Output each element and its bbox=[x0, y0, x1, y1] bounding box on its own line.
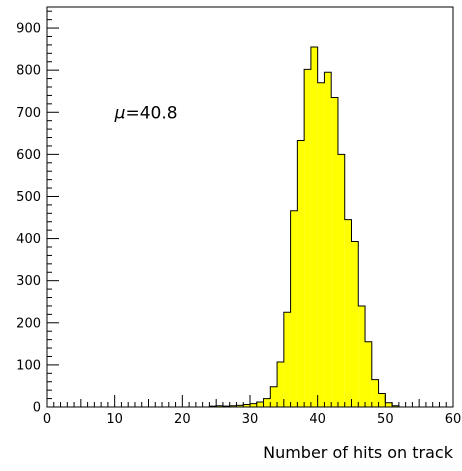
histogram-bar bbox=[338, 154, 345, 407]
y-tick-label: 800 bbox=[16, 64, 41, 79]
histogram-bar bbox=[385, 403, 392, 407]
y-tick-label: 0 bbox=[33, 401, 41, 416]
y-tick-label: 300 bbox=[16, 274, 41, 289]
y-tick-label: 500 bbox=[16, 190, 41, 205]
histogram-bar bbox=[291, 211, 298, 407]
y-tick-label: 900 bbox=[16, 22, 41, 37]
histogram-bar bbox=[352, 242, 359, 407]
histogram-bar bbox=[358, 306, 365, 407]
histogram-bar bbox=[365, 342, 372, 407]
y-tick-label: 100 bbox=[16, 358, 41, 373]
x-tick-label: 50 bbox=[377, 412, 394, 427]
plot-frame bbox=[47, 7, 453, 407]
x-tick-label: 40 bbox=[309, 412, 326, 427]
histogram-bar bbox=[318, 83, 325, 407]
histogram-bar bbox=[379, 394, 386, 407]
histogram-bar bbox=[345, 220, 352, 407]
y-axis-ticks: 0 100 200 300 400 500 600 700 800 900 bbox=[16, 11, 59, 415]
histogram-bar bbox=[264, 399, 271, 407]
x-tick-label: 0 bbox=[43, 412, 51, 427]
x-tick-label: 20 bbox=[174, 412, 191, 427]
y-tick-label: 600 bbox=[16, 148, 41, 163]
x-tick-label: 10 bbox=[106, 412, 123, 427]
mean-annotation: μ=40.8 bbox=[114, 103, 178, 123]
histogram-bar bbox=[250, 404, 257, 407]
x-axis-ticks: 0 10 20 30 40 50 60 bbox=[43, 395, 461, 427]
histogram-bar bbox=[270, 387, 277, 407]
histogram-bar bbox=[297, 140, 304, 407]
histogram-bar bbox=[331, 98, 338, 407]
y-tick-label: 700 bbox=[16, 106, 41, 121]
x-tick-label: 30 bbox=[242, 412, 259, 427]
histogram-bar bbox=[257, 402, 264, 407]
histogram-bar bbox=[311, 47, 318, 407]
histogram-bar bbox=[284, 312, 291, 407]
histogram-bar bbox=[372, 380, 379, 407]
histogram-bar bbox=[277, 362, 284, 407]
y-tick-label: 400 bbox=[16, 232, 41, 247]
x-tick-label: 60 bbox=[445, 412, 462, 427]
x-axis-label: Number of hits on track bbox=[263, 443, 454, 462]
histogram-bar bbox=[304, 69, 311, 407]
mu-symbol: μ bbox=[114, 103, 126, 123]
mean-value: =40.8 bbox=[125, 103, 177, 123]
y-tick-label: 200 bbox=[16, 316, 41, 331]
histogram-bar bbox=[324, 72, 331, 407]
